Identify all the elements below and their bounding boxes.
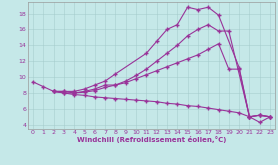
X-axis label: Windchill (Refroidissement éolien,°C): Windchill (Refroidissement éolien,°C) — [77, 136, 226, 144]
